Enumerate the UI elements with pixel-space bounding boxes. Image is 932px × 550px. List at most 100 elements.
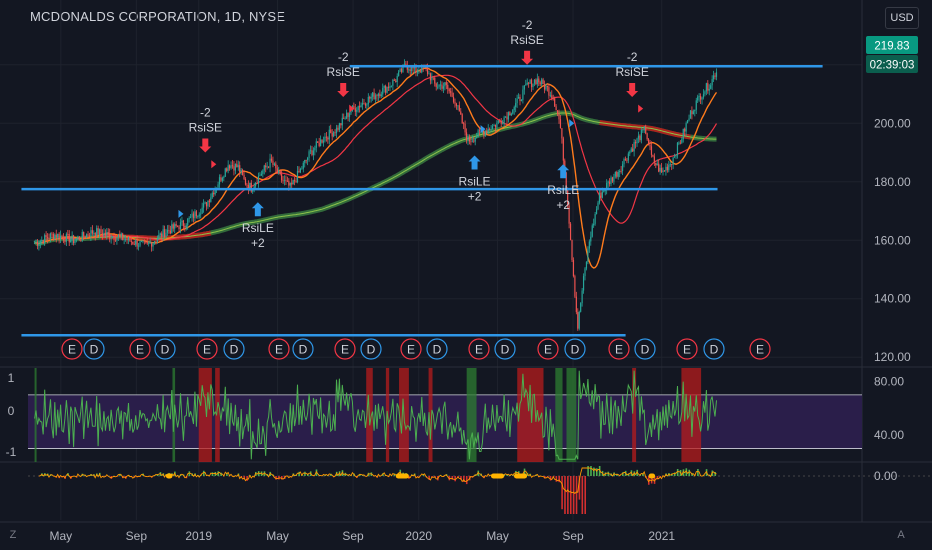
- earnings-icon[interactable]: [61, 338, 83, 360]
- candle-body: [106, 231, 108, 236]
- earnings-icon[interactable]: [749, 338, 771, 360]
- earnings-event[interactable]: E: [749, 338, 771, 360]
- candle-body: [104, 232, 106, 236]
- candle-body: [155, 241, 157, 243]
- signal-label: RsiLE: [242, 221, 274, 235]
- dividend-event[interactable]: D: [360, 338, 382, 360]
- dividend-icon[interactable]: [83, 338, 105, 360]
- earnings-icon[interactable]: [608, 338, 630, 360]
- earnings-event[interactable]: E: [268, 338, 290, 360]
- candle-body: [598, 192, 601, 203]
- osc-bar: [515, 470, 517, 476]
- earnings-icon[interactable]: [196, 338, 218, 360]
- candle-body: [171, 224, 173, 234]
- candle-body: [140, 241, 143, 242]
- osc-bar: [575, 476, 578, 514]
- dividend-icon[interactable]: [292, 338, 314, 360]
- earnings-event[interactable]: E: [400, 338, 422, 360]
- earnings-icon[interactable]: [676, 338, 698, 360]
- event-label: E: [683, 343, 691, 357]
- candle-body: [311, 150, 313, 155]
- earnings-icon[interactable]: [129, 338, 151, 360]
- dividend-event[interactable]: D: [154, 338, 176, 360]
- dividend-icon[interactable]: [426, 338, 448, 360]
- candle-body: [124, 239, 127, 241]
- earnings-event[interactable]: E: [334, 338, 356, 360]
- candle-body: [595, 209, 598, 215]
- dividend-icon[interactable]: [634, 338, 656, 360]
- candle-body: [465, 132, 468, 141]
- dividend-event[interactable]: D: [564, 338, 586, 360]
- candle-body: [481, 131, 484, 133]
- candle-body: [198, 214, 200, 217]
- candle-body: [233, 166, 235, 171]
- dividend-icon[interactable]: [703, 338, 725, 360]
- candle-body: [457, 105, 459, 107]
- candle-body: [299, 168, 301, 173]
- candle-body: [655, 162, 657, 166]
- dividend-icon[interactable]: [494, 338, 516, 360]
- osc-bar: [656, 476, 659, 480]
- candle-body: [260, 173, 262, 176]
- candle-body: [192, 213, 195, 219]
- candle-body: [210, 197, 212, 203]
- order-triangle-icon: [178, 209, 184, 218]
- candle-body: [672, 157, 674, 165]
- candle-body: [373, 92, 375, 100]
- candle-body: [168, 229, 170, 231]
- candle-body: [418, 71, 420, 73]
- auto-scale-icon[interactable]: A: [897, 529, 905, 541]
- timezone-icon[interactable]: Z: [10, 529, 17, 541]
- candle-body: [256, 183, 258, 184]
- oscillator-histogram: [28, 466, 932, 514]
- dividend-icon[interactable]: [154, 338, 176, 360]
- candle-body: [520, 99, 523, 102]
- dividend-icon[interactable]: [564, 338, 586, 360]
- earnings-icon[interactable]: [268, 338, 290, 360]
- candle-body: [569, 223, 572, 240]
- candle-body: [442, 86, 445, 89]
- earnings-icon[interactable]: [334, 338, 356, 360]
- dividend-event[interactable]: D: [634, 338, 656, 360]
- osc-bar: [714, 471, 717, 476]
- earnings-icon[interactable]: [400, 338, 422, 360]
- axes: MaySep2019MaySep2020MaySep2021220.00200.…: [6, 58, 911, 543]
- candle-body: [107, 231, 109, 234]
- dividend-event[interactable]: D: [426, 338, 448, 360]
- candle-body: [509, 112, 511, 116]
- earnings-event[interactable]: E: [129, 338, 151, 360]
- candle-body: [478, 130, 481, 132]
- currency-button[interactable]: USD: [885, 7, 919, 29]
- buy-arrow-icon: [468, 155, 481, 170]
- earnings-icon[interactable]: [468, 338, 490, 360]
- earnings-icon[interactable]: [537, 338, 559, 360]
- dividend-icon[interactable]: [360, 338, 382, 360]
- rsi-oversold-bar: [555, 368, 563, 462]
- candle-body: [152, 242, 154, 247]
- candle-body: [273, 163, 275, 165]
- earnings-event[interactable]: E: [196, 338, 218, 360]
- candle-body: [403, 63, 406, 65]
- candle-body: [308, 151, 310, 158]
- dividend-icon[interactable]: [223, 338, 245, 360]
- candle-body: [608, 181, 611, 185]
- dividend-event[interactable]: D: [292, 338, 314, 360]
- candle-body: [415, 65, 417, 73]
- earnings-event[interactable]: E: [676, 338, 698, 360]
- earnings-event[interactable]: E: [468, 338, 490, 360]
- dividend-event[interactable]: D: [703, 338, 725, 360]
- x-tick-label: Sep: [126, 529, 148, 543]
- dividend-event[interactable]: D: [83, 338, 105, 360]
- horizontal-lines[interactable]: [21, 65, 823, 337]
- candle-body: [113, 236, 115, 240]
- dividend-event[interactable]: D: [223, 338, 245, 360]
- candle-body: [312, 150, 314, 155]
- candle-body: [165, 232, 167, 238]
- earnings-event[interactable]: E: [61, 338, 83, 360]
- event-label: D: [710, 343, 719, 357]
- earnings-event[interactable]: E: [608, 338, 630, 360]
- earnings-event[interactable]: E: [537, 338, 559, 360]
- candle-body: [114, 239, 117, 241]
- dividend-event[interactable]: D: [494, 338, 516, 360]
